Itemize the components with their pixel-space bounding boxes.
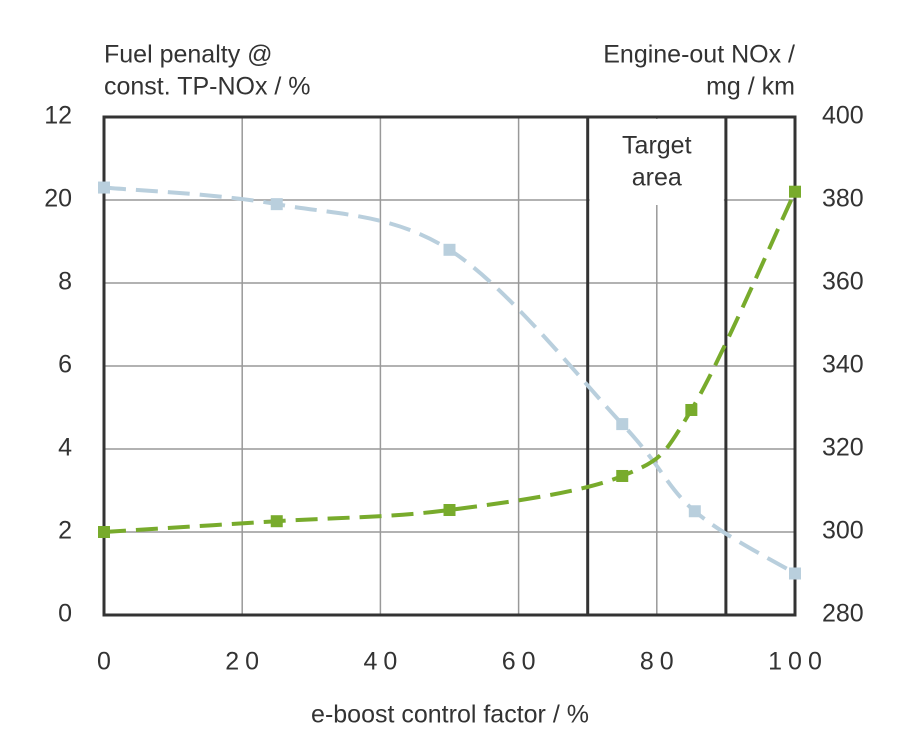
y-axis-label: const. TP-NOx / % [104, 73, 311, 101]
data-point [443, 243, 456, 256]
annotation: Target [622, 132, 692, 160]
y-tick-label: 4 [58, 434, 72, 462]
y-tick-label: 8 [58, 268, 72, 296]
y-tick-label: 6 [58, 351, 72, 379]
x-tick-label: 0 [97, 648, 117, 676]
x-tick-label: 20 [225, 648, 265, 676]
y2-tick-label: 380 [822, 185, 864, 213]
plot-frame [102, 115, 797, 617]
data-point [685, 403, 698, 416]
data-point [789, 567, 801, 580]
data-point [98, 181, 110, 194]
y2-tick-label: 280 [822, 600, 864, 628]
x-tick-label: 40 [363, 648, 403, 676]
y2-tick-label: 340 [822, 351, 864, 379]
x-tick-label: 80 [640, 648, 680, 676]
annotation: area [632, 164, 682, 192]
x-axis-label: e-boost control factor / % [311, 701, 589, 729]
data-point [616, 418, 629, 431]
y2-tick-label: 360 [822, 268, 864, 296]
y2-axis-label: mg / km [706, 73, 795, 101]
y2-tick-label: 320 [822, 434, 864, 462]
x-tick-label: 60 [502, 648, 542, 676]
y2-axis-label: Engine-out NOx / [603, 41, 795, 69]
data-point [443, 504, 456, 517]
data-point [616, 469, 629, 482]
data-point [789, 185, 801, 198]
data-point [688, 505, 701, 518]
y-tick-label: 2 [58, 517, 72, 545]
y-tick-label: 20 [44, 185, 72, 213]
y2-tick-label: 300 [822, 517, 864, 545]
y-tick-label: 0 [58, 600, 72, 628]
y2-tick-label: 400 [822, 102, 864, 130]
y-axis-label: Fuel penalty @ [104, 41, 273, 69]
data-point [270, 515, 283, 528]
annotation-background [589, 119, 724, 205]
y-tick-label: 12 [44, 102, 72, 130]
data-point [270, 198, 283, 211]
series-line [103, 190, 797, 534]
data-point [98, 526, 110, 538]
x-tick-label: 100 [768, 648, 828, 676]
